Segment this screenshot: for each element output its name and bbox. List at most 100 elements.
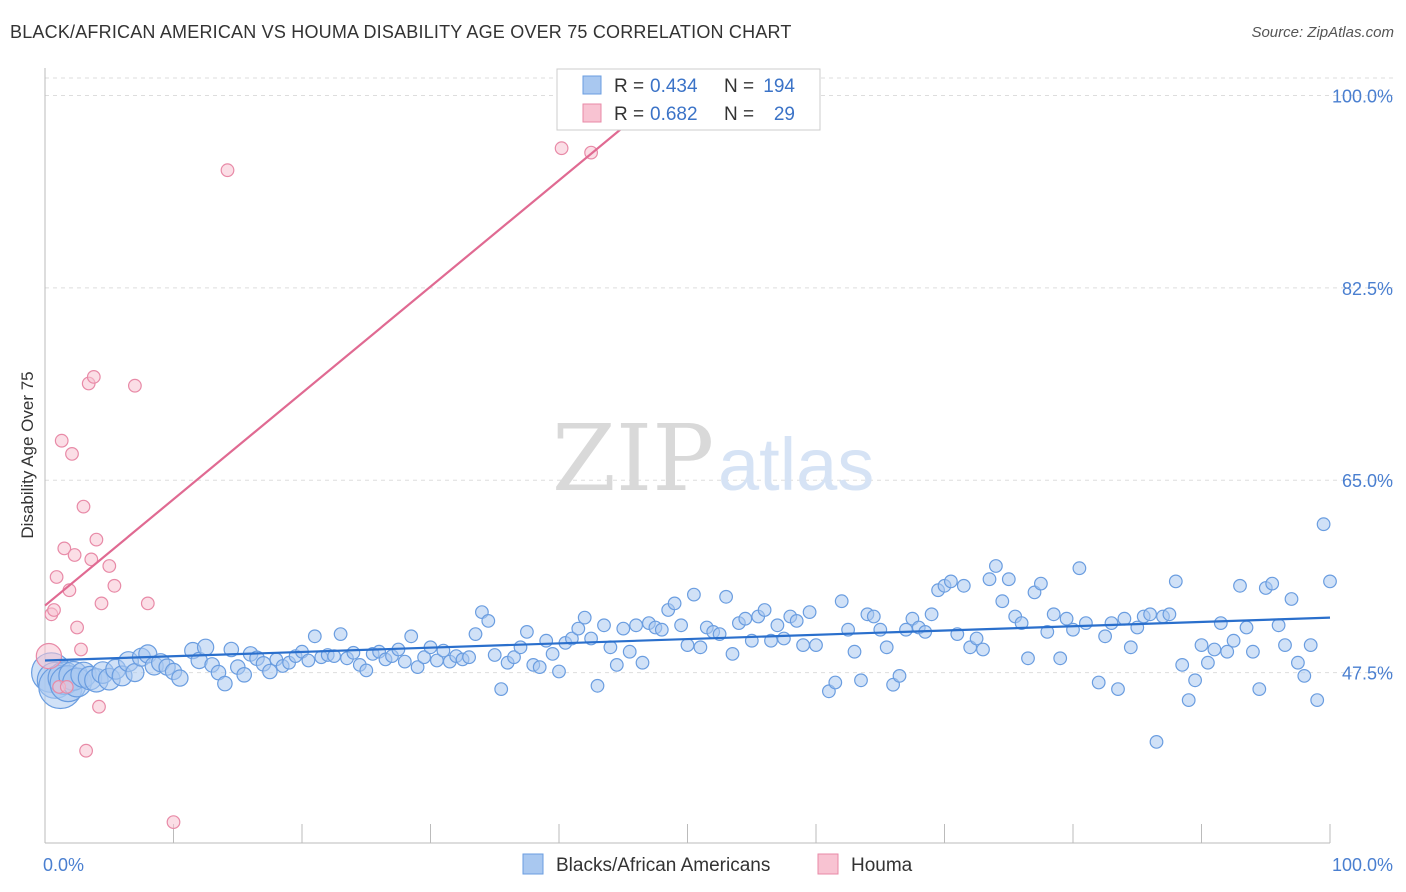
- y-axis-label: Disability Age Over 75: [18, 371, 37, 538]
- point-blacks-166: [1117, 611, 1132, 626]
- point-houma-14: [79, 743, 93, 758]
- point-blacks-157: [1053, 651, 1068, 666]
- point-blacks-46: [333, 627, 348, 641]
- point-blacks-77: [532, 660, 547, 674]
- point-blacks-101: [687, 587, 701, 602]
- point-blacks-156: [1046, 607, 1061, 622]
- point-blacks-78: [539, 633, 554, 648]
- point-blacks-196: [1310, 693, 1325, 707]
- point-blacks-149: [1001, 572, 1016, 587]
- point-blacks-167: [1123, 640, 1138, 655]
- point-blacks-163: [1098, 629, 1112, 644]
- point-blacks-154: [1033, 576, 1048, 591]
- point-blacks-86: [590, 678, 605, 693]
- point-blacks-73: [507, 650, 521, 665]
- point-blacks-120: [809, 638, 823, 652]
- point-houma-20: [94, 596, 109, 611]
- point-houma-11: [70, 620, 84, 635]
- point-blacks-42: [307, 629, 322, 644]
- point-blacks-118: [796, 638, 810, 652]
- point-blacks-176: [1181, 693, 1196, 707]
- point-blacks-165: [1111, 682, 1125, 696]
- legend-bottom-label-pink: Houma: [851, 855, 913, 876]
- point-blacks-56: [397, 654, 412, 669]
- point-blacks-170: [1143, 607, 1157, 622]
- y-tick-label-0: 47.5%: [1342, 664, 1393, 684]
- point-houma-3: [49, 570, 64, 584]
- point-blacks-93: [635, 655, 650, 670]
- axes: [44, 68, 1331, 844]
- point-blacks-132: [892, 669, 907, 683]
- point-blacks-195: [1303, 638, 1318, 652]
- point-blacks-57: [404, 629, 419, 644]
- point-blacks-119: [802, 605, 817, 619]
- trend-line-blacks: [44, 616, 1331, 662]
- point-blacks-90: [616, 621, 631, 636]
- point-blacks-28: [217, 675, 233, 692]
- legend-r-value-0: 0.434: [650, 76, 698, 97]
- point-houma-10: [67, 548, 82, 562]
- point-blacks-92: [629, 618, 643, 633]
- y-tick-label-3: 100.0%: [1332, 86, 1393, 106]
- point-houma-0: [35, 642, 63, 670]
- point-blacks-180: [1207, 642, 1222, 657]
- point-houma-12: [74, 642, 88, 657]
- point-blacks-161: [1078, 616, 1093, 630]
- point-blacks-71: [494, 682, 509, 696]
- point-blacks-174: [1168, 574, 1183, 589]
- point-blacks-175: [1175, 658, 1190, 672]
- point-blacks-137: [924, 607, 939, 622]
- point-blacks-173: [1162, 607, 1177, 622]
- legend-bottom-swatch-pink: [817, 853, 839, 875]
- point-blacks-125: [847, 644, 862, 659]
- point-blacks-106: [719, 589, 733, 604]
- point-blacks-22: [171, 669, 189, 687]
- point-houma-27: [554, 141, 569, 156]
- point-blacks-146: [982, 572, 997, 587]
- source-label: Source: ZipAtlas.com: [1251, 24, 1394, 41]
- point-blacks-177: [1188, 673, 1202, 688]
- point-blacks-186: [1245, 644, 1260, 659]
- legend-swatch-pink: [582, 103, 602, 123]
- point-blacks-198: [1323, 574, 1337, 589]
- point-blacks-151: [1014, 616, 1029, 630]
- y-tick-label-2: 82.5%: [1342, 279, 1393, 299]
- point-blacks-129: [873, 622, 888, 637]
- point-blacks-158: [1059, 611, 1074, 626]
- legend-n-label-1: N =: [724, 104, 754, 125]
- point-blacks-184: [1233, 578, 1247, 593]
- watermark-zip: ZIP: [552, 405, 714, 512]
- point-blacks-147: [989, 559, 1003, 573]
- point-blacks-109: [738, 611, 753, 626]
- point-blacks-192: [1284, 592, 1299, 606]
- point-blacks-79: [545, 647, 560, 661]
- point-blacks-197: [1316, 517, 1331, 532]
- y-tick-labels: 47.5% 65.0% 82.5% 100.0%: [1332, 86, 1393, 683]
- point-blacks-115: [777, 631, 791, 646]
- point-blacks-148: [995, 594, 1010, 609]
- point-blacks-113: [764, 633, 778, 648]
- point-houma-25: [166, 815, 181, 829]
- grid-lines: [45, 77, 1393, 674]
- point-blacks-58: [410, 660, 425, 674]
- legend-n-label-0: N =: [724, 76, 754, 97]
- point-blacks-142: [956, 578, 971, 593]
- point-blacks-183: [1226, 633, 1241, 648]
- point-blacks-96: [654, 622, 669, 637]
- point-blacks-178: [1194, 638, 1209, 652]
- x-tick-labels: 0.0% 100.0%: [43, 855, 1393, 875]
- point-blacks-70: [487, 648, 502, 662]
- point-blacks-89: [609, 658, 624, 672]
- legend-bottom-label-blue: Blacks/African Americans: [556, 855, 770, 876]
- point-blacks-84: [577, 610, 592, 625]
- point-blacks-152: [1021, 651, 1035, 666]
- legend-bottom-swatch-blue: [522, 853, 544, 875]
- point-blacks-160: [1072, 561, 1087, 576]
- point-blacks-41: [301, 653, 316, 668]
- point-blacks-91: [622, 644, 637, 659]
- watermark-atlas: atlas: [718, 423, 874, 506]
- point-houma-22: [107, 578, 122, 593]
- point-blacks-74: [513, 640, 528, 655]
- point-blacks-117: [789, 614, 804, 628]
